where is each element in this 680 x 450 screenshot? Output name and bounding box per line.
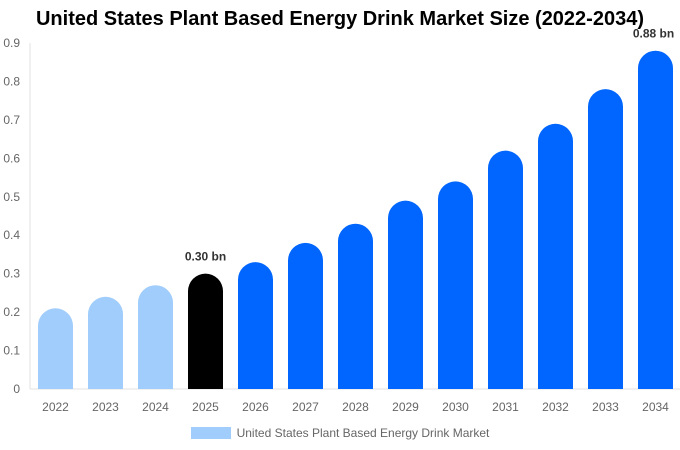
data-label: 0.30 bn (185, 250, 226, 264)
x-tick-label: 2034 (642, 400, 669, 414)
bar-2030 (438, 181, 473, 389)
y-tick-label: 0.7 (3, 113, 20, 127)
bar-2031 (488, 150, 523, 389)
x-tick-label: 2025 (192, 400, 219, 414)
y-tick-label: 0.5 (3, 190, 20, 204)
legend-label: United States Plant Based Energy Drink M… (236, 425, 490, 440)
x-tick-label: 2028 (342, 400, 369, 414)
bar-2026 (238, 262, 273, 389)
bar-2034 (638, 50, 673, 389)
bar-2033 (588, 89, 623, 389)
bar-2028 (338, 223, 373, 389)
legend: United States Plant Based Energy Drink M… (0, 425, 680, 440)
x-tick-label: 2030 (442, 400, 469, 414)
bar-2027 (288, 242, 323, 389)
x-tick-label: 2026 (242, 400, 269, 414)
y-tick-label: 0.9 (3, 36, 20, 50)
y-tick-label: 0.1 (3, 344, 20, 358)
x-tick-label: 2027 (292, 400, 319, 414)
y-tick-label: 0.4 (3, 228, 20, 242)
bar-2022 (38, 308, 73, 389)
y-tick-label: 0.3 (3, 267, 20, 281)
bar-2024 (138, 285, 173, 389)
bar-2032 (538, 123, 573, 389)
chart-title: United States Plant Based Energy Drink M… (35, 8, 644, 30)
legend-swatch (190, 426, 231, 439)
x-tick-label: 2023 (92, 400, 119, 414)
x-tick-label: 2031 (492, 400, 519, 414)
data-label: 0.88 bn (633, 27, 674, 41)
bar-2029 (388, 200, 423, 389)
x-tick-label: 2029 (392, 400, 419, 414)
x-tick-label: 2033 (592, 400, 619, 414)
y-tick-label: 0.8 (3, 74, 20, 88)
bar-2023 (88, 296, 123, 389)
y-tick-label: 0.2 (3, 305, 20, 319)
x-tick-label: 2032 (542, 400, 569, 414)
y-tick-label: 0.6 (3, 151, 20, 165)
x-tick-label: 2024 (142, 400, 169, 414)
x-tick-label: 2022 (42, 400, 69, 414)
y-tick-label: 0 (13, 382, 20, 396)
bar-2025 (188, 273, 223, 389)
